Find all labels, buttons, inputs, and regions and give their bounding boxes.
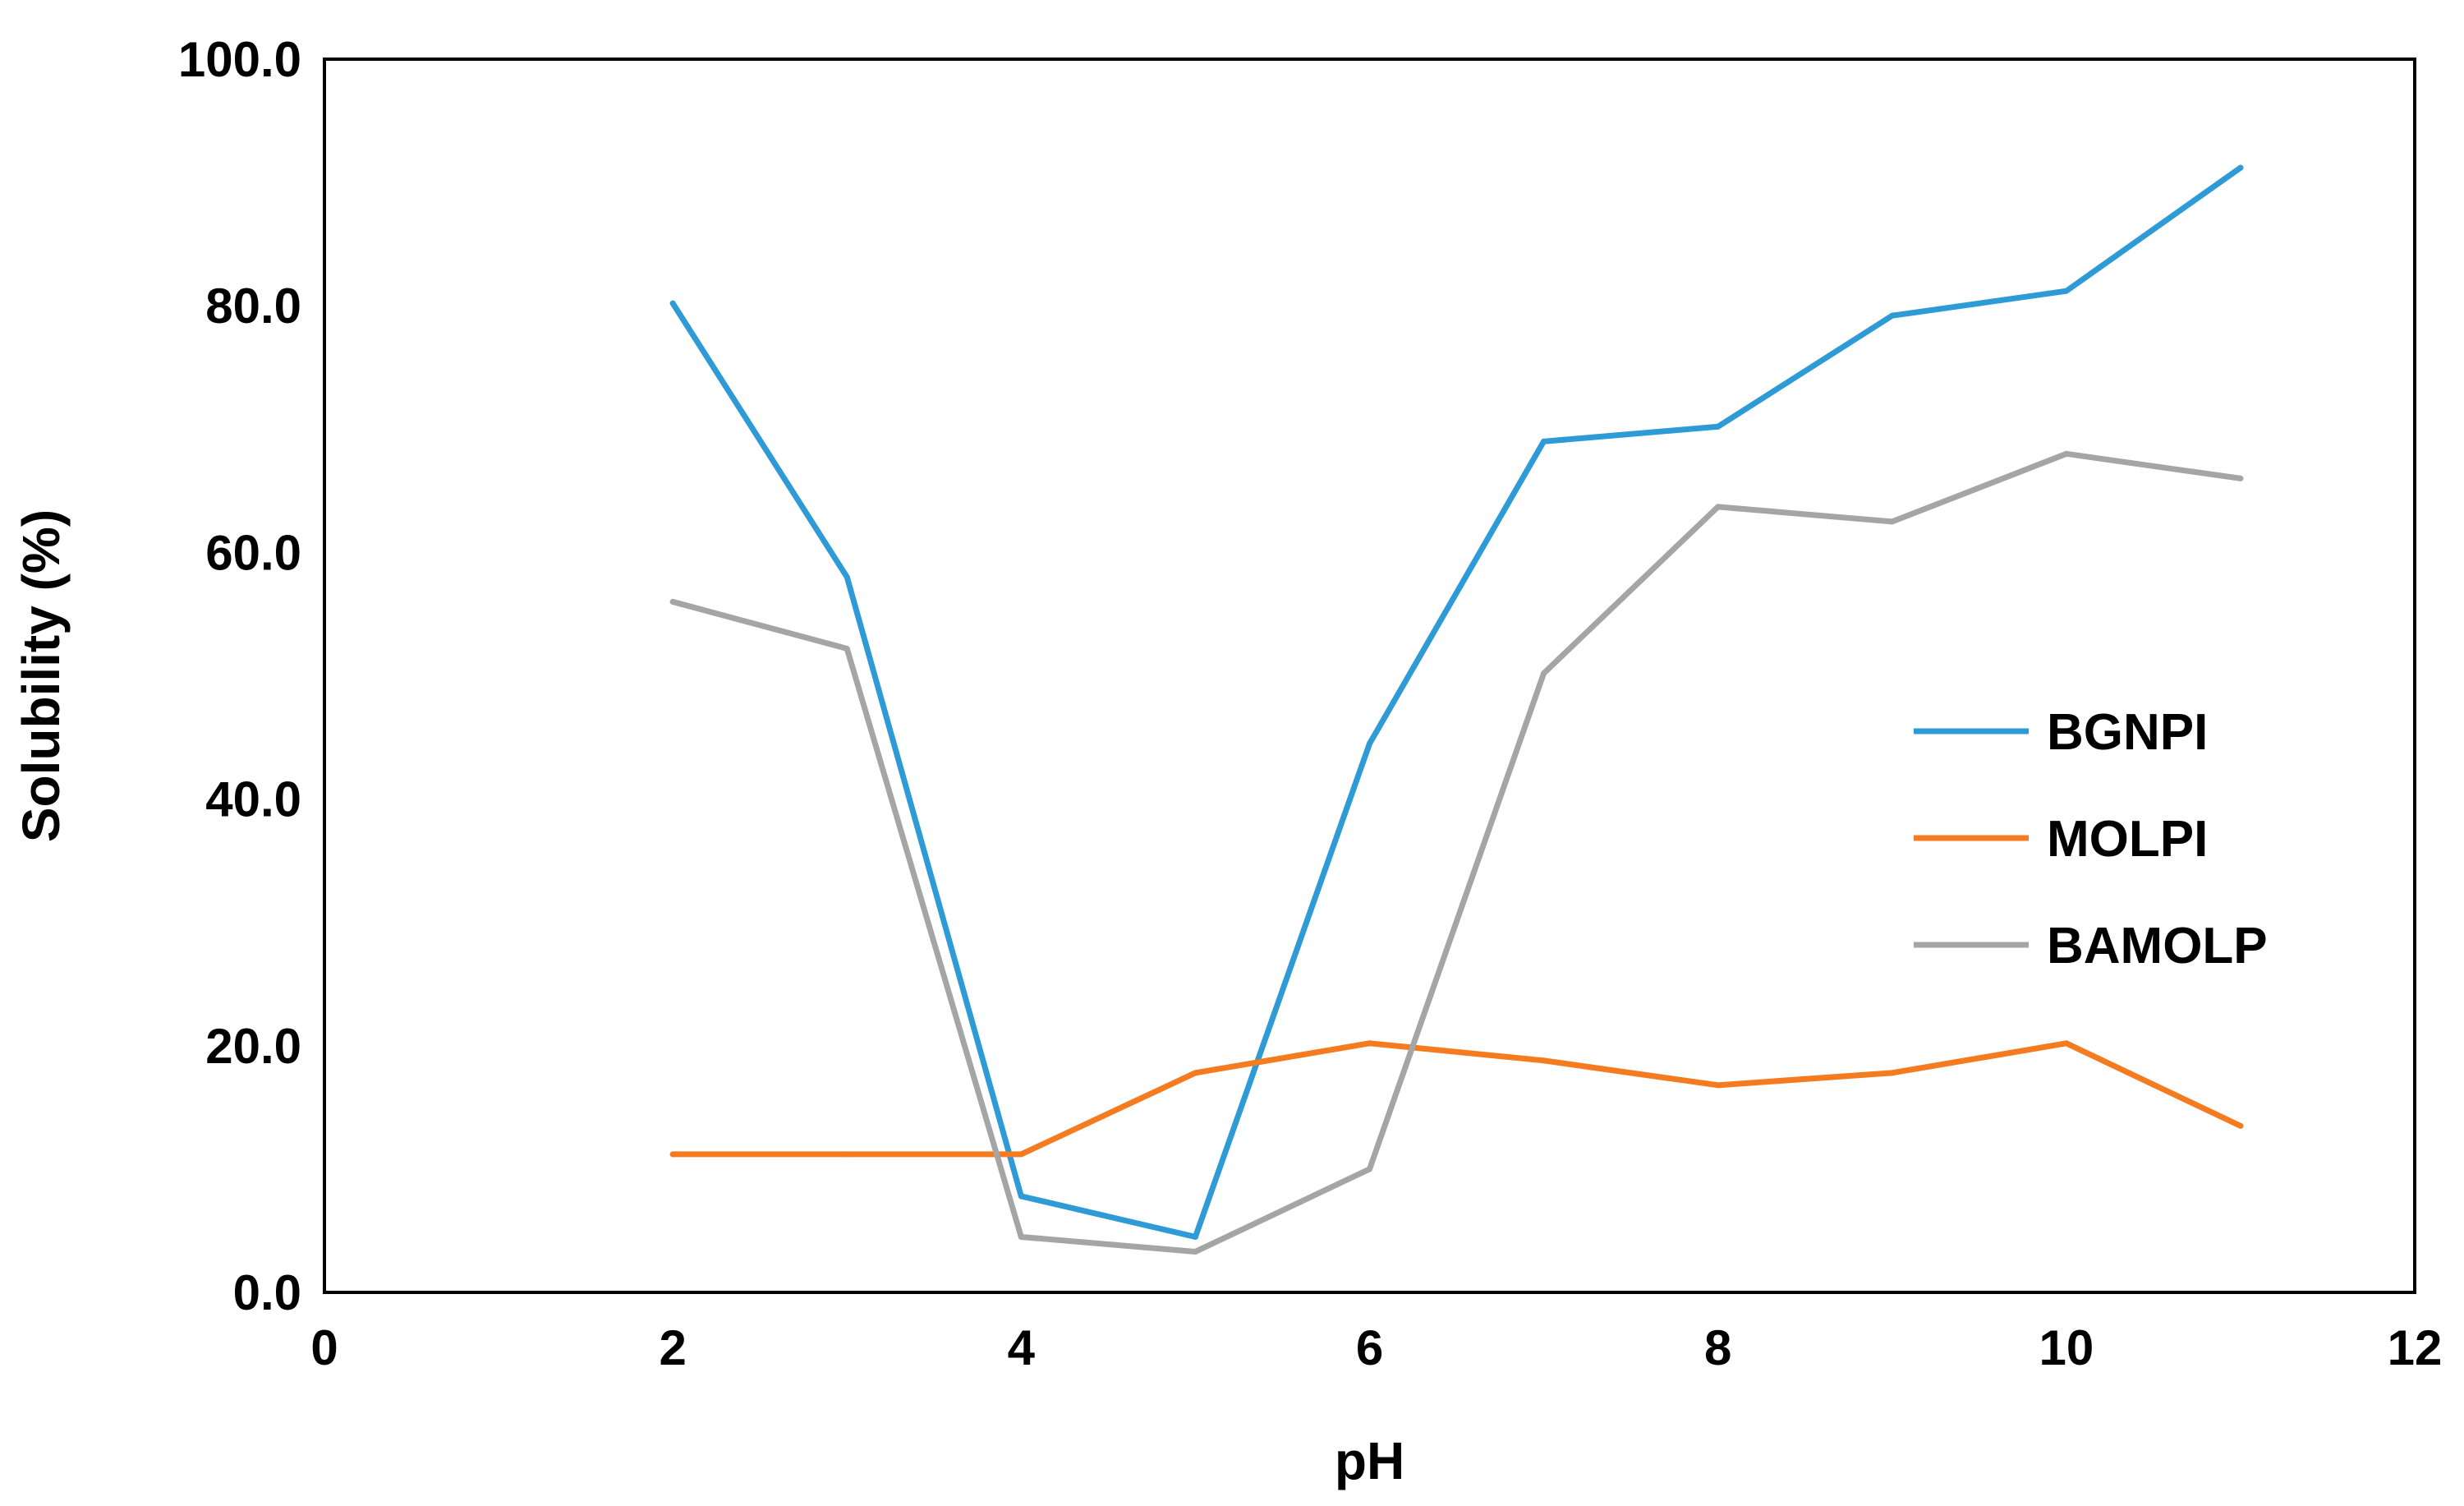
y-axis-title: Solubility (%): [11, 509, 71, 842]
data-point-bamolp: [669, 598, 676, 605]
x-tick-label: 12: [2388, 1320, 2443, 1375]
data-point-bgnpi: [1541, 438, 1547, 444]
series-line-bamolp: [669, 450, 2244, 1255]
data-point-bamolp: [1889, 518, 1896, 525]
data-point-molpi: [2063, 1040, 2070, 1047]
legend-label-bamolp: BAMOLP: [2047, 918, 2268, 974]
data-point-bamolp: [1018, 1233, 1024, 1240]
data-point-molpi: [1192, 1070, 1198, 1076]
legend-label-molpi: MOLPI: [2047, 811, 2208, 868]
data-point-bgnpi: [1018, 1193, 1024, 1200]
x-tick-label: 6: [1356, 1320, 1383, 1375]
series-line-bgnpi: [669, 164, 2244, 1240]
data-point-molpi: [844, 1151, 850, 1158]
data-point-bgnpi: [2237, 164, 2244, 171]
data-point-bgnpi: [844, 573, 850, 580]
data-point-molpi: [1889, 1070, 1896, 1076]
data-point-bgnpi: [1192, 1233, 1198, 1240]
y-tick-label: 0.0: [233, 1265, 301, 1320]
data-point-bgnpi: [669, 300, 676, 306]
data-point-bamolp: [844, 645, 850, 652]
data-point-bgnpi: [1715, 423, 1722, 430]
data-point-molpi: [2237, 1122, 2244, 1129]
data-point-molpi: [1715, 1082, 1722, 1089]
legend: BGNPI MOLPI BAMOLP: [1914, 704, 2268, 974]
x-axis-ticks: 0 2 4 6 8 10 12: [310, 1320, 2442, 1375]
legend-label-bgnpi: BGNPI: [2047, 704, 2208, 761]
x-tick-label: 4: [1008, 1320, 1036, 1375]
data-point-molpi: [1541, 1057, 1547, 1064]
data-point-bamolp: [2063, 450, 2070, 457]
data-point-bgnpi: [2063, 288, 2070, 294]
x-tick-label: 0: [310, 1320, 338, 1375]
y-tick-label: 100.0: [178, 32, 301, 87]
series-line-molpi: [669, 1040, 2244, 1158]
y-tick-label: 60.0: [205, 525, 301, 580]
y-tick-label: 40.0: [205, 772, 301, 827]
x-axis-title: pH: [1335, 1431, 1404, 1490]
y-tick-label: 20.0: [205, 1019, 301, 1074]
y-tick-label: 80.0: [205, 279, 301, 334]
data-point-bamolp: [1192, 1248, 1198, 1255]
x-tick-label: 8: [1704, 1320, 1731, 1375]
series-layer: [669, 164, 2244, 1255]
data-point-bamolp: [1367, 1166, 1372, 1172]
data-point-molpi: [669, 1151, 676, 1158]
x-tick-label: 10: [2039, 1320, 2094, 1375]
data-point-bamolp: [2237, 475, 2244, 481]
data-point-molpi: [1018, 1151, 1024, 1158]
y-axis-ticks: 0.0 20.0 40.0 60.0 80.0 100.0: [178, 32, 301, 1320]
data-point-bgnpi: [1367, 740, 1372, 747]
data-point-bamolp: [1715, 504, 1722, 510]
data-point-bamolp: [1541, 670, 1547, 676]
data-point-bgnpi: [1889, 312, 1896, 319]
x-tick-label: 2: [659, 1320, 686, 1375]
plot-area-frame: [323, 58, 2416, 1294]
data-point-molpi: [1367, 1040, 1372, 1047]
